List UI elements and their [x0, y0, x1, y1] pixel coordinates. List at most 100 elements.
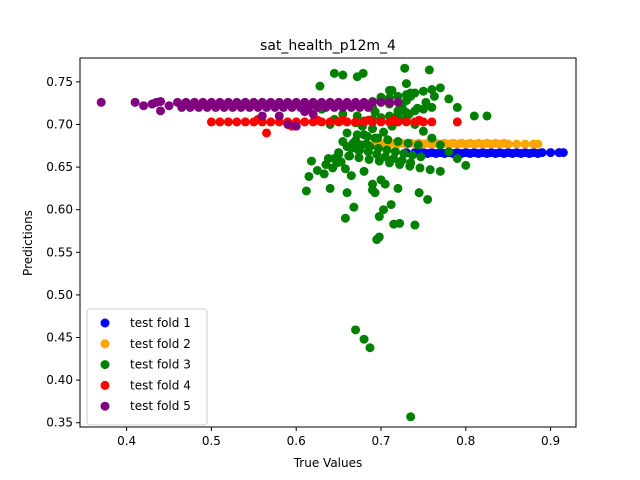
data-point — [300, 117, 310, 127]
data-point — [384, 97, 394, 107]
legend-label: test fold 3 — [130, 358, 191, 372]
data-point — [373, 143, 383, 153]
data-point — [283, 119, 293, 129]
data-point — [546, 148, 556, 158]
data-point — [400, 63, 410, 73]
legend-marker — [100, 401, 110, 411]
data-point — [257, 111, 267, 121]
data-point — [427, 102, 437, 112]
data-point — [354, 153, 364, 163]
data-point — [362, 139, 372, 149]
data-point — [274, 111, 284, 121]
x-tick-label: 0.5 — [202, 434, 221, 448]
data-point — [401, 117, 411, 127]
data-point — [338, 70, 348, 80]
data-point — [413, 140, 423, 150]
data-point — [228, 102, 238, 112]
data-point — [410, 88, 420, 98]
x-tick-label: 0.7 — [371, 434, 390, 448]
data-point — [156, 96, 166, 106]
data-point — [342, 142, 352, 152]
data-point — [444, 147, 454, 157]
data-point — [457, 138, 467, 148]
y-axis: 0.35 0.40 0.45 0.50 0.55 0.60 0.65 0.70 0.75 — [46, 75, 80, 430]
data-point — [393, 137, 403, 147]
data-point — [325, 117, 335, 127]
data-point — [418, 126, 428, 136]
data-point — [342, 128, 352, 138]
data-point — [444, 94, 454, 104]
data-point — [359, 334, 369, 344]
data-point — [465, 138, 475, 148]
data-point — [404, 109, 414, 119]
data-point — [345, 151, 355, 161]
data-point — [240, 117, 250, 127]
data-point — [416, 152, 426, 162]
legend-item: test fold 4 — [100, 378, 191, 392]
data-point — [376, 97, 386, 107]
series-5 — [96, 96, 403, 131]
y-axis-title: Predictions — [21, 210, 35, 276]
data-point — [410, 220, 420, 230]
y-tick-label: 0.70 — [46, 117, 73, 131]
data-point — [374, 212, 384, 222]
data-point — [223, 117, 233, 127]
data-point — [363, 115, 373, 125]
data-point — [423, 194, 433, 204]
y-tick-label: 0.65 — [46, 160, 73, 174]
data-point — [340, 164, 350, 174]
data-point — [338, 115, 348, 125]
data-point — [473, 148, 483, 158]
x-tick-label: 0.8 — [456, 434, 475, 448]
data-point — [507, 148, 517, 158]
data-point — [435, 83, 445, 93]
data-point — [321, 160, 331, 170]
data-point — [262, 128, 272, 138]
data-point — [435, 166, 445, 176]
legend-item: test fold 2 — [100, 337, 191, 351]
data-point — [262, 102, 272, 112]
y-tick-label: 0.40 — [46, 373, 73, 387]
data-point — [482, 148, 492, 158]
data-point — [130, 97, 140, 107]
data-point — [415, 163, 425, 173]
data-points — [96, 63, 568, 422]
data-point — [393, 106, 403, 116]
legend-item: test fold 5 — [100, 399, 191, 413]
legend-item: test fold 3 — [100, 358, 191, 372]
legend-marker — [100, 318, 110, 328]
data-point — [382, 145, 392, 155]
chart-title: sat_health_p12m_4 — [260, 38, 396, 54]
data-point — [376, 175, 386, 185]
data-point — [370, 133, 380, 143]
y-tick-label: 0.50 — [46, 288, 73, 302]
data-point — [421, 97, 431, 107]
data-point — [533, 148, 543, 158]
legend-item: test fold 1 — [100, 316, 191, 330]
data-point — [304, 171, 314, 181]
series-3 — [301, 63, 492, 422]
data-point — [379, 127, 389, 137]
data-point — [435, 140, 445, 150]
data-point — [401, 79, 411, 89]
data-point — [431, 148, 441, 158]
data-point — [351, 136, 361, 146]
data-point — [139, 101, 149, 111]
data-point — [374, 156, 384, 166]
data-point — [325, 183, 335, 193]
data-point — [164, 101, 174, 111]
data-point — [156, 106, 166, 116]
data-point — [374, 232, 384, 242]
data-point — [412, 103, 422, 113]
data-point — [351, 325, 361, 335]
data-point — [312, 102, 322, 112]
data-point — [359, 166, 369, 176]
data-point — [215, 117, 225, 127]
x-axis-title: True Values — [293, 456, 363, 470]
data-point — [300, 107, 310, 117]
data-point — [384, 158, 394, 168]
data-point — [355, 102, 365, 112]
data-point — [379, 205, 389, 215]
y-tick-label: 0.45 — [46, 331, 73, 345]
